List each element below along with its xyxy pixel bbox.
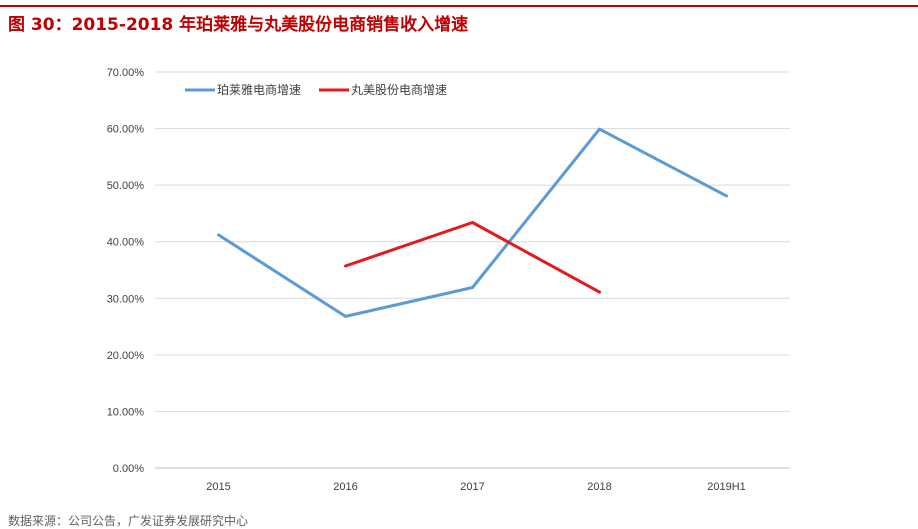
x-tick-label: 2018	[587, 481, 611, 493]
legend-label: 珀莱雅电商增速	[217, 82, 301, 97]
series-lines	[217, 127, 728, 318]
y-tick-label: 50.00%	[107, 180, 145, 192]
x-tick-label: 2016	[333, 481, 357, 493]
x-tick-label: 2015	[206, 481, 230, 493]
series-line-0	[217, 127, 728, 318]
y-tick-label: 70.00%	[107, 67, 145, 79]
y-tick-label: 60.00%	[107, 124, 145, 136]
y-tick-label: 40.00%	[107, 237, 145, 249]
y-tick-label: 20.00%	[107, 350, 145, 362]
source-note: 数据来源：公司公告，广发证券发展研究中心	[8, 514, 249, 528]
figure-title: 图 30：2015-2018 年珀莱雅与丸美股份电商销售收入增速	[8, 15, 469, 35]
series-line-1	[344, 221, 601, 294]
legend: 珀莱雅电商增速 丸美股份电商增速	[185, 82, 447, 97]
x-tick-label: 2019H1	[707, 481, 746, 493]
title-rule	[0, 5, 918, 7]
y-tick-label: 30.00%	[107, 293, 145, 305]
y-axis-ticks: 0.00% 10.00% 20.00% 30.00% 40.00% 50.00% 60.00…	[107, 67, 145, 475]
legend-label: 丸美股份电商增速	[351, 82, 447, 97]
y-tick-label: 0.00%	[113, 463, 144, 475]
y-tick-label: 10.00%	[107, 406, 145, 418]
x-axis-ticks: 2015 2016 2017 2018 2019H1	[206, 481, 746, 493]
x-tick-label: 2017	[460, 481, 484, 493]
gridlines	[155, 71, 790, 469]
